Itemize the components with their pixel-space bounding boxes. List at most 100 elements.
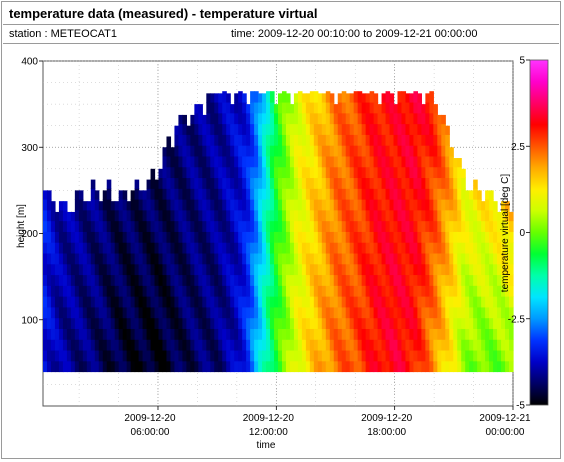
heatmap-cell xyxy=(401,177,407,189)
heatmap-cell xyxy=(186,274,191,286)
heatmap-cell xyxy=(445,134,450,146)
heatmap-cell xyxy=(485,263,490,276)
heatmap-cell xyxy=(445,209,450,222)
heatmap-cell xyxy=(178,349,183,362)
heatmap-cell xyxy=(509,339,514,351)
heatmap-cell xyxy=(389,155,395,168)
heatmap-cell xyxy=(285,274,291,286)
heatmap-cell xyxy=(405,306,411,319)
heatmap-cell xyxy=(377,263,383,276)
heatmap-cell xyxy=(102,263,108,276)
heatmap-cell xyxy=(365,134,371,146)
heatmap-cell xyxy=(142,220,148,232)
heatmap-cell xyxy=(445,252,450,265)
heatmap-cell xyxy=(345,285,351,297)
heatmap-cell xyxy=(365,199,371,211)
heatmap-cell xyxy=(349,209,355,222)
heatmap-cell xyxy=(333,274,339,286)
heatmap-cell xyxy=(230,220,235,232)
heatmap-cell xyxy=(349,296,355,308)
heatmap-cell xyxy=(62,349,68,362)
heatmap-cell xyxy=(401,166,407,179)
heatmap-cell xyxy=(254,296,259,308)
heatmap-cell xyxy=(309,166,315,179)
heatmap-cell xyxy=(405,155,411,168)
heatmap-cell xyxy=(317,306,323,319)
heatmap-cell xyxy=(74,328,80,340)
heatmap-cell xyxy=(214,220,219,232)
heatmap-cell xyxy=(385,306,391,319)
heatmap-cell xyxy=(266,112,271,125)
heatmap-cell xyxy=(114,231,120,243)
heatmap-cell xyxy=(90,179,96,189)
heatmap-cell xyxy=(198,123,203,135)
heatmap-cell xyxy=(258,349,263,362)
heatmap-cell xyxy=(405,231,411,243)
heatmap-cell xyxy=(154,339,160,351)
heatmap-cell xyxy=(473,360,478,373)
heatmap-cell xyxy=(465,349,470,362)
heatmap-cell xyxy=(222,339,227,351)
heatmap-cell xyxy=(505,339,510,351)
heatmap-cells xyxy=(43,91,514,373)
heatmap-cell xyxy=(70,317,76,329)
heatmap-cell xyxy=(46,263,52,276)
heatmap-cell xyxy=(166,317,172,329)
heatmap-cell xyxy=(246,166,251,179)
heatmap-cell xyxy=(345,263,351,276)
heatmap-cell xyxy=(353,123,359,135)
heatmap-cell xyxy=(481,263,486,276)
heatmap-cell xyxy=(481,285,486,297)
heatmap-cell xyxy=(214,285,219,297)
heatmap-cell xyxy=(270,328,275,340)
heatmap-cell xyxy=(301,112,307,125)
heatmap-cell xyxy=(266,317,271,329)
heatmap-cell xyxy=(473,328,478,340)
heatmap-cell xyxy=(361,339,367,351)
heatmap-cell xyxy=(146,209,152,222)
heatmap-cell xyxy=(457,339,462,351)
heatmap-cell xyxy=(337,177,343,189)
heatmap-cell xyxy=(341,220,347,232)
heatmap-cell xyxy=(401,242,407,254)
heatmap-cell xyxy=(501,317,506,329)
heatmap-cell xyxy=(190,114,195,125)
heatmap-cell xyxy=(250,285,255,297)
heatmap-cell xyxy=(409,188,415,200)
heatmap-cell xyxy=(281,134,287,146)
heatmap-cell xyxy=(413,296,418,308)
heatmap-cell xyxy=(429,101,434,114)
heatmap-cell xyxy=(278,145,283,157)
heatmap-cell xyxy=(162,328,168,340)
heatmap-cell xyxy=(341,274,347,286)
heatmap-cell xyxy=(413,112,418,125)
heatmap-cell xyxy=(214,199,219,211)
heatmap-cell xyxy=(385,155,391,168)
heatmap-cell xyxy=(357,296,363,308)
heatmap-cell xyxy=(150,220,156,232)
heatmap-cell xyxy=(158,231,164,243)
info-divider xyxy=(3,43,559,44)
heatmap-cell xyxy=(361,242,367,254)
heatmap-cell xyxy=(226,177,231,189)
heatmap-cell xyxy=(74,231,80,243)
heatmap-cell xyxy=(254,328,259,340)
heatmap-cell xyxy=(405,93,411,103)
heatmap-cell xyxy=(345,274,351,286)
heatmap-cell xyxy=(198,155,203,168)
heatmap-cell xyxy=(98,220,104,232)
heatmap-cell xyxy=(162,263,168,276)
heatmap-cell xyxy=(361,360,367,373)
heatmap-cell xyxy=(441,360,446,373)
heatmap-cell xyxy=(102,317,108,329)
heatmap-cell xyxy=(321,220,327,232)
heatmap-cell xyxy=(43,263,48,276)
heatmap-cell xyxy=(58,209,64,222)
heatmap-cell xyxy=(281,166,287,179)
heatmap-cell xyxy=(389,177,395,189)
heatmap-cell xyxy=(417,166,422,179)
heatmap-cell xyxy=(246,134,251,146)
heatmap-cell xyxy=(274,306,279,319)
heatmap-cell xyxy=(285,252,291,265)
heatmap-cell xyxy=(437,274,442,286)
